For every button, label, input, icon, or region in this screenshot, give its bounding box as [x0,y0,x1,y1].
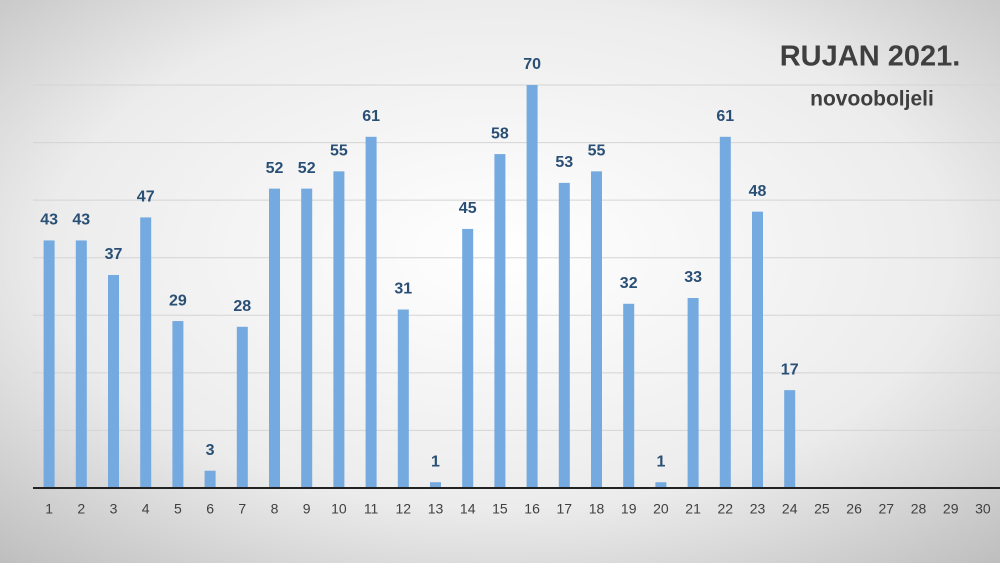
bar [655,482,667,488]
value-label: 31 [394,281,412,298]
x-tick-label: 24 [782,501,798,517]
x-tick-label: 11 [364,501,379,517]
value-label: 61 [716,108,734,125]
x-tick-label: 28 [911,501,927,517]
value-label: 28 [233,298,251,315]
bar [494,154,506,489]
value-label: 32 [620,275,638,292]
x-tick-label: 14 [460,501,476,517]
bar [43,240,55,488]
bar [397,309,409,488]
x-tick-label: 20 [653,501,669,517]
x-tick-label: 13 [428,501,444,517]
x-tick-label: 27 [879,501,895,517]
bar [719,136,731,489]
x-tick-label: 9 [303,501,311,517]
bar [687,298,699,488]
value-label: 33 [684,269,702,286]
x-tick-label: 5 [174,501,182,517]
value-label: 17 [781,361,799,378]
bar [75,240,87,488]
bar [784,390,796,488]
value-label: 55 [588,143,606,160]
value-label: 61 [362,108,380,125]
x-tick-label: 8 [271,501,279,517]
value-label: 55 [330,143,348,160]
value-label: 1 [431,453,440,470]
bar [591,171,602,488]
x-tick-label: 1 [45,501,53,517]
value-label: 52 [266,160,284,177]
bar [623,303,635,488]
value-label: 3 [206,442,215,459]
x-tick-label: 7 [238,501,246,517]
value-label: 58 [491,125,509,142]
x-tick-label: 3 [110,501,118,517]
bar [752,211,763,488]
x-tick-label: 17 [557,501,573,517]
bar [108,274,119,488]
x-tick-label: 26 [846,501,862,517]
bar [526,85,538,488]
bar [558,182,570,488]
bar [333,171,345,488]
x-tick-label: 22 [718,501,734,517]
value-label: 45 [459,200,477,217]
x-tick-label: 12 [396,501,412,517]
x-tick-label: 30 [975,501,991,517]
x-tick-label: 4 [142,501,150,517]
x-tick-label: 18 [589,501,605,517]
bar [430,482,441,488]
x-tick-label: 21 [685,501,701,517]
value-label: 43 [72,212,90,229]
value-label: 29 [169,292,187,309]
value-label: 47 [137,189,155,206]
value-label: 37 [105,246,123,263]
bar [204,470,216,488]
x-tick-label: 16 [524,501,540,517]
value-label: 52 [298,160,316,177]
x-tick-label: 29 [943,501,959,517]
x-tick-label: 23 [750,501,766,517]
bar [365,136,377,489]
x-tick-label: 6 [206,501,214,517]
bar [172,321,184,488]
x-tick-label: 15 [492,501,508,517]
bar [269,188,280,488]
value-label: 1 [656,453,665,470]
bar [140,217,152,488]
value-label: 53 [555,154,573,171]
value-label: 43 [40,212,58,229]
bar [236,326,248,488]
x-tick-label: 2 [77,501,85,517]
value-label: 70 [523,56,541,73]
bar [462,228,474,488]
x-tick-label: 10 [331,501,347,517]
value-label: 48 [749,183,767,200]
x-tick-label: 25 [814,501,830,517]
x-tick-label: 19 [621,501,637,517]
bar [301,188,313,488]
chart-title: RUJAN 2021. [780,41,961,73]
chart-subtitle: novooboljeli [810,88,934,111]
